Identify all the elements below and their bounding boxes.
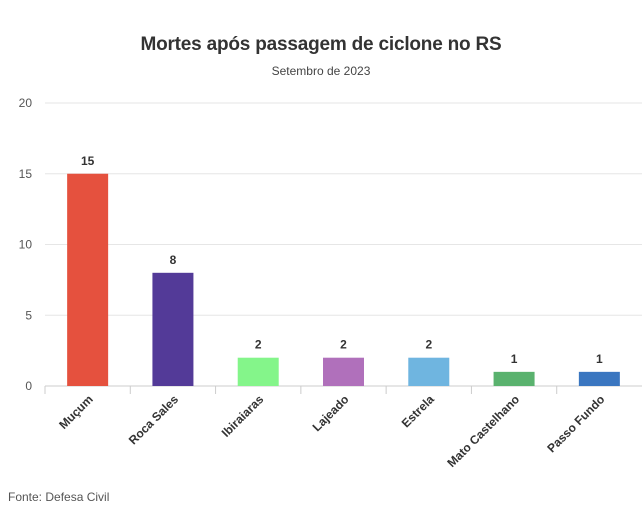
y-tick-label: 10 xyxy=(19,238,33,252)
y-tick-label: 5 xyxy=(25,308,32,322)
bar xyxy=(67,173,109,386)
x-tick-label: Lajeado xyxy=(310,392,352,434)
y-tick-label: 20 xyxy=(19,96,33,110)
y-tick-label: 0 xyxy=(25,379,32,393)
data-label: 8 xyxy=(170,253,177,267)
chart-subtitle: Setembro de 2023 xyxy=(271,64,371,78)
bar xyxy=(408,357,450,386)
data-label: 1 xyxy=(596,352,603,366)
x-tick-label: Estrela xyxy=(399,392,437,430)
bar xyxy=(493,371,535,386)
source-note: Fonte: Defesa Civil xyxy=(8,490,110,504)
data-label: 2 xyxy=(255,338,262,352)
bar xyxy=(237,357,279,386)
bar xyxy=(323,357,364,386)
x-tick-label: Roca Sales xyxy=(126,392,181,447)
data-label: 15 xyxy=(81,154,95,168)
x-tick-label: Mato Castelhano xyxy=(444,392,522,470)
data-label: 2 xyxy=(425,338,432,352)
x-tick-label: Ibiraiaras xyxy=(219,392,267,440)
y-tick-label: 15 xyxy=(19,167,33,181)
x-tick-label: Passo Fundo xyxy=(544,392,607,455)
x-tick-label: Muçum xyxy=(56,392,96,432)
bar xyxy=(578,371,620,386)
bar xyxy=(152,272,194,386)
data-label: 2 xyxy=(340,338,347,352)
chart-title: Mortes após passagem de ciclone no RS xyxy=(140,34,502,55)
data-label: 1 xyxy=(511,352,518,366)
